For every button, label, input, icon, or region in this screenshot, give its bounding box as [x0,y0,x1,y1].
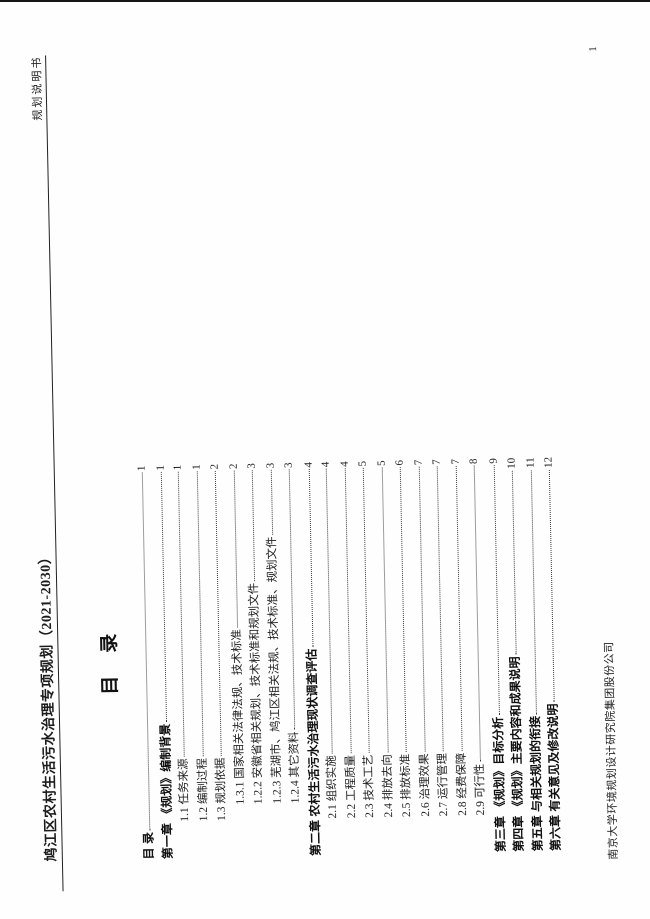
toc-entry-label: 第三章 《规划》目标分析 [489,716,507,852]
toc-entry-label: 2.5 排放标准 [399,753,413,817]
toc-entry-page: 1 [189,463,202,470]
page-footer: 南京大学环境规划设计研究院集团股份公司 1 [587,45,620,859]
toc-entry-page: 3 [263,462,276,468]
toc-entry-label: 2.9 可行性 [473,763,487,816]
toc-dot-leader [131,472,150,830]
toc-entry-page: 4 [301,461,314,468]
toc-entry-label: 2.2 工程质量 [343,754,358,818]
toc-entry-page: 5 [356,460,369,467]
toc-entry-page: 6 [393,459,406,466]
toc-entry-page: 5 [374,459,387,466]
toc-entry-label: 2.4 排放去向 [380,753,395,818]
toc-entry-page: 2 [208,463,221,470]
toc-entry-page: 8 [467,457,480,464]
toc-entry-page: 9 [486,457,499,464]
toc-entry-page: 7 [411,459,424,465]
page-header: 鸠江区农村生活污水治理专项规划（2021-2030） 规划说明书 [0,55,60,862]
toc-heading: 目 录 [98,631,121,695]
toc-dot-leader [259,469,273,535]
toc-entry-page: 11 [523,456,536,468]
toc-entry-page: 7 [448,458,461,465]
table-of-contents: 目 录 目 录 1 第一章 《规划》编制背景 1 1.1 任务来源 1 1.2 … [90,456,565,860]
toc-entry-page: 12 [542,456,555,468]
toc-dot-leader [241,470,255,581]
toc-entry-label: 2.3 技术工艺 [362,753,376,818]
toc-entry-label: 1.3 规划依据 [214,757,228,821]
toc-entry-page: 1 [171,464,184,470]
toc-entry-page: 3 [245,462,258,469]
toc-entry-label: 目 录 [140,831,156,860]
toc-entry-page: 1 [153,464,166,471]
scan-edge-line [0,0,650,2]
toc-list: 目 录 1 第一章 《规划》编制背景 1 1.1 任务来源 1 1.2 编制过程… [131,456,565,859]
toc-entry-label: 第六章 有关意见及修改说明 [545,702,563,851]
toc-entry-label: 2.1 组织实施 [325,754,339,819]
footer-page-number: 1 [587,45,599,52]
toc-entry-label: 1.2 编制过程 [195,757,210,821]
footer-company-name: 南京大学环境规划设计研究院集团股份公司 [602,640,620,860]
toc-entry-label: 2.8 经费保障 [454,752,469,816]
toc-entry-label: 2.7 运行管理 [436,752,450,816]
toc-entry-page: 4 [319,461,332,467]
toc-entry-label: 1.1 任务来源 [177,757,191,822]
toc-entry-page: 2 [226,462,239,469]
toc-entry-label: 2.6 治理效果 [417,752,432,817]
toc-entry-page: 10 [505,457,518,469]
toc-entry-page: 4 [337,460,350,467]
toc-entry-label: 1.2.4 其它资料 [287,730,302,803]
toc-entry-label: 第五章 与相关规划的衔接 [526,715,544,851]
toc-entry-page: 3 [282,461,295,468]
toc-entry-page: 1 [135,464,148,471]
header-doc-type: 规划说明书 [30,54,44,121]
toc-entry-page: 7 [430,458,443,465]
